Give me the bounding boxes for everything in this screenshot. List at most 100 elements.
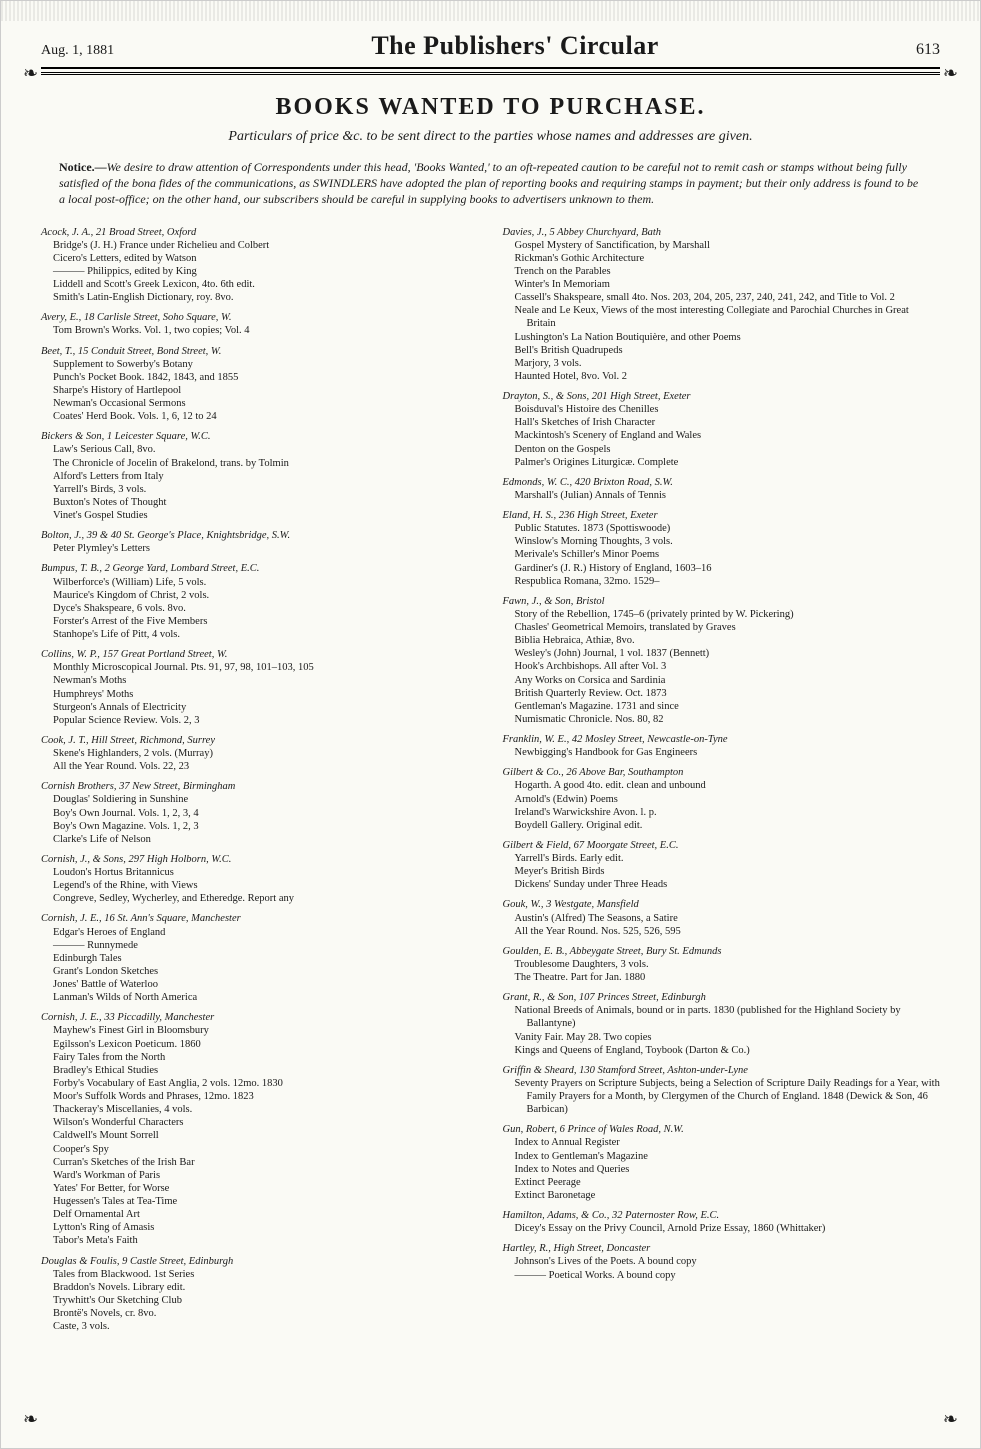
entry-line: Clarke's Life of Nelson <box>53 833 479 846</box>
entry-lines: Mayhew's Finest Girl in BloomsburyEgilss… <box>41 1024 479 1247</box>
entry-line: Egilsson's Lexicon Poeticum. 1860 <box>53 1038 479 1051</box>
entry-line: Lushington's La Nation Boutiquière, and … <box>515 331 941 344</box>
entry: Franklin, W. E., 42 Mosley Street, Newca… <box>503 733 941 759</box>
entry-head: Davies, J., 5 Abbey Churchyard, Bath <box>503 226 941 239</box>
entry-line: Winslow's Morning Thoughts, 3 vols. <box>515 535 941 548</box>
entry-lines: Marshall's (Julian) Annals of Tennis <box>503 489 941 502</box>
entry-head: Franklin, W. E., 42 Mosley Street, Newca… <box>503 733 941 746</box>
entry-head: Cornish, J. E., 16 St. Ann's Square, Man… <box>41 912 479 925</box>
entry-lines: Johnson's Lives of the Poets. A bound co… <box>503 1255 941 1281</box>
entry-head: Edmonds, W. C., 420 Brixton Road, S.W. <box>503 476 941 489</box>
entry-lines: Index to Annual RegisterIndex to Gentlem… <box>503 1136 941 1202</box>
entry-line: Yarrell's Birds. Early edit. <box>515 852 941 865</box>
entry-lines: Douglas' Soldiering in SunshineBoy's Own… <box>41 793 479 846</box>
entry-line: Hogarth. A good 4to. edit. clean and unb… <box>515 779 941 792</box>
entry-line: Troublesome Daughters, 3 vols. <box>515 958 941 971</box>
page: ❧ ❧ ❧ ❧ Aug. 1, 1881 The Publishers' Cir… <box>0 0 981 1449</box>
entry-lines: Story of the Rebellion, 1745–6 (privatel… <box>503 608 941 726</box>
entry: Avery, E., 18 Carlisle Street, Soho Squa… <box>41 311 479 337</box>
entry: Eland, H. S., 236 High Street, ExeterPub… <box>503 509 941 588</box>
entry-line: The Theatre. Part for Jan. 1880 <box>515 971 941 984</box>
entry-line: Douglas' Soldiering in Sunshine <box>53 793 479 806</box>
entry-line: Curran's Sketches of the Irish Bar <box>53 1156 479 1169</box>
section-subtitle: Particulars of price &c. to be sent dire… <box>41 129 940 145</box>
entry-head: Collins, W. P., 157 Great Portland Stree… <box>41 648 479 661</box>
entry-line: Mackintosh's Scenery of England and Wale… <box>515 429 941 442</box>
entry-head: Avery, E., 18 Carlisle Street, Soho Squa… <box>41 311 479 324</box>
entry-head: Hartley, R., High Street, Doncaster <box>503 1242 941 1255</box>
entry-lines: Loudon's Hortus BritannicusLegend's of t… <box>41 866 479 905</box>
entry-line: Congreve, Sedley, Wycherley, and Ethered… <box>53 892 479 905</box>
entry-line: Index to Gentleman's Magazine <box>515 1150 941 1163</box>
entry: Acock, J. A., 21 Broad Street, OxfordBri… <box>41 226 479 305</box>
entry-line: Edgar's Heroes of England <box>53 926 479 939</box>
entry-lines: Seventy Prayers on Scripture Subjects, b… <box>503 1077 941 1116</box>
entry-line: Boydell Gallery. Original edit. <box>515 819 941 832</box>
header-date: Aug. 1, 1881 <box>41 43 114 59</box>
entry-line: Winter's In Memoriam <box>515 278 941 291</box>
entry-line: Numismatic Chronicle. Nos. 80, 82 <box>515 713 941 726</box>
entry: Drayton, S., & Sons, 201 High Street, Ex… <box>503 390 941 469</box>
entry-line: Bradley's Ethical Studies <box>53 1064 479 1077</box>
entry-line: Law's Serious Call, 8vo. <box>53 443 479 456</box>
top-edge-noise <box>1 1 980 21</box>
entry-line: Coates' Herd Book. Vols. 1, 6, 12 to 24 <box>53 410 479 423</box>
entry-line: Public Statutes. 1873 (Spottiswoode) <box>515 522 941 535</box>
entry-line: Story of the Rebellion, 1745–6 (privatel… <box>515 608 941 621</box>
entry-line: Edinburgh Tales <box>53 952 479 965</box>
entry-line: Forster's Arrest of the Five Members <box>53 615 479 628</box>
entry-line: Wilson's Wonderful Characters <box>53 1116 479 1129</box>
entry-line: Jones' Battle of Waterloo <box>53 978 479 991</box>
entry: Hartley, R., High Street, DoncasterJohns… <box>503 1242 941 1281</box>
entry-line: Extinct Baronetage <box>515 1189 941 1202</box>
notice-label: Notice.— <box>59 160 107 174</box>
entry-head: Griffin & Sheard, 130 Stamford Street, A… <box>503 1064 941 1077</box>
entry-head: Beet, T., 15 Conduit Street, Bond Street… <box>41 345 479 358</box>
entry: Cook, J. T., Hill Street, Richmond, Surr… <box>41 734 479 773</box>
entry-lines: Tom Brown's Works. Vol. 1, two copies; V… <box>41 324 479 337</box>
entry-line: Vanity Fair. May 28. Two copies <box>515 1031 941 1044</box>
double-rule <box>41 72 940 80</box>
entry-head: Gun, Robert, 6 Prince of Wales Road, N.W… <box>503 1123 941 1136</box>
entry-line: Johnson's Lives of the Poets. A bound co… <box>515 1255 941 1268</box>
entry-line: Sharpe's History of Hartlepool <box>53 384 479 397</box>
entry-line: Cicero's Letters, edited by Watson <box>53 252 479 265</box>
entry-head: Bolton, J., 39 & 40 St. George's Place, … <box>41 529 479 542</box>
entry: Cornish Brothers, 37 New Street, Birming… <box>41 780 479 846</box>
entry-line: Mayhew's Finest Girl in Bloomsbury <box>53 1024 479 1037</box>
entry-line: ——— Poetical Works. A bound copy <box>515 1269 941 1282</box>
entry-line: ——— Philippics, edited by King <box>53 265 479 278</box>
entry-line: Cassell's Shakspeare, small 4to. Nos. 20… <box>515 291 941 304</box>
entry-line: Any Works on Corsica and Sardinia <box>515 674 941 687</box>
entry-line: Hall's Sketches of Irish Character <box>515 416 941 429</box>
entry-head: Douglas & Foulis, 9 Castle Street, Edinb… <box>41 1255 479 1268</box>
entry-line: Gardiner's (J. R.) History of England, 1… <box>515 562 941 575</box>
column-left: Acock, J. A., 21 Broad Street, OxfordBri… <box>41 226 479 1341</box>
entry-line: Hook's Archbishops. All after Vol. 3 <box>515 660 941 673</box>
entry-line: All the Year Round. Nos. 525, 526, 595 <box>515 925 941 938</box>
entry-lines: Boisduval's Histoire des ChenillesHall's… <box>503 403 941 469</box>
entry-line: Wesley's (John) Journal, 1 vol. 1837 (Be… <box>515 647 941 660</box>
entry: Edmonds, W. C., 420 Brixton Road, S.W.Ma… <box>503 476 941 502</box>
entry-head: Drayton, S., & Sons, 201 High Street, Ex… <box>503 390 941 403</box>
entry-line: Ireland's Warwickshire Avon. l. p. <box>515 806 941 819</box>
entry-line: Wilberforce's (William) Life, 5 vols. <box>53 576 479 589</box>
entry: Gun, Robert, 6 Prince of Wales Road, N.W… <box>503 1123 941 1202</box>
entry-head: Eland, H. S., 236 High Street, Exeter <box>503 509 941 522</box>
entry-line: Loudon's Hortus Britannicus <box>53 866 479 879</box>
entry-line: Moor's Suffolk Words and Phrases, 12mo. … <box>53 1090 479 1103</box>
entry-line: National Breeds of Animals, bound or in … <box>515 1004 941 1030</box>
entry-lines: Edgar's Heroes of England——— RunnymedeEd… <box>41 926 479 1005</box>
entry-lines: Gospel Mystery of Sanctification, by Mar… <box>503 239 941 383</box>
entry-line: Vinet's Gospel Studies <box>53 509 479 522</box>
entry-lines: Bridge's (J. H.) France under Richelieu … <box>41 239 479 305</box>
entry-line: Neale and Le Keux, Views of the most int… <box>515 304 941 330</box>
entry-line: Legend's of the Rhine, with Views <box>53 879 479 892</box>
entry-line: Haunted Hotel, 8vo. Vol. 2 <box>515 370 941 383</box>
entry-line: Dickens' Sunday under Three Heads <box>515 878 941 891</box>
entry-lines: National Breeds of Animals, bound or in … <box>503 1004 941 1057</box>
entry-line: Tabor's Meta's Faith <box>53 1234 479 1247</box>
entry-lines: Monthly Microscopical Journal. Pts. 91, … <box>41 661 479 727</box>
notice-block: Notice.—We desire to draw attention of C… <box>59 159 922 208</box>
entry-lines: Austin's (Alfred) The Seasons, a SatireA… <box>503 912 941 938</box>
